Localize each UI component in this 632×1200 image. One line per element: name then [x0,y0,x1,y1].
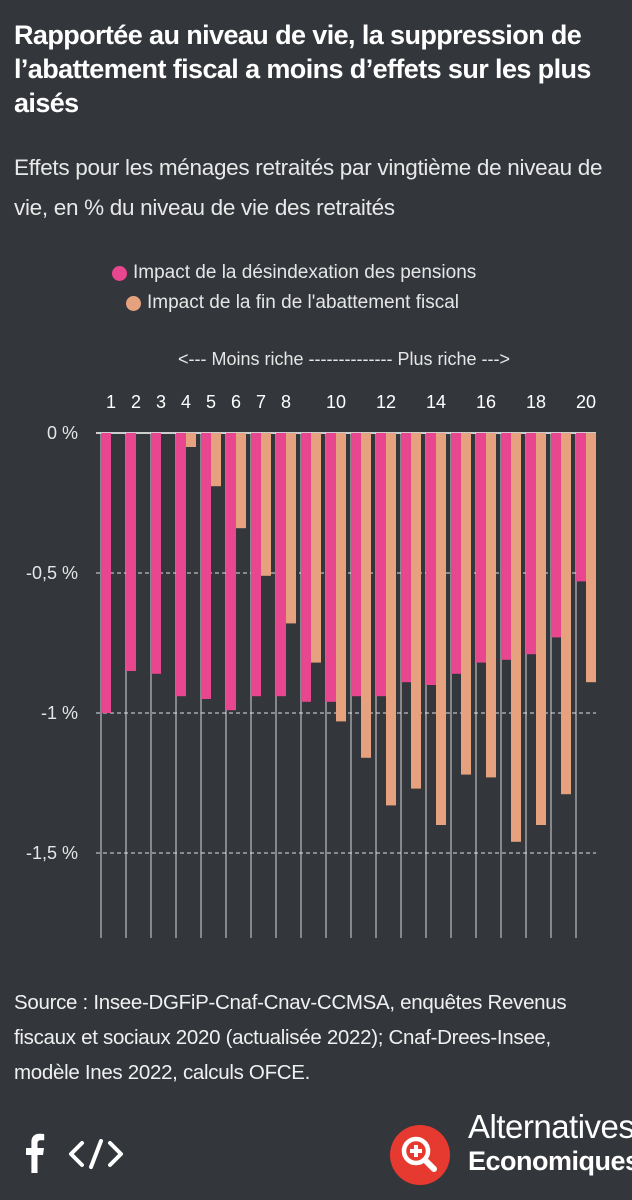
bar-abattement [186,433,196,447]
x-tick-label: 6 [231,392,241,412]
bar-pensions [401,433,411,683]
bar-abattement [336,433,346,722]
legend-item-pensions: Impact de la désindexation des pensions [112,258,476,288]
x-tick-label: 12 [376,392,396,412]
x-tick-label: 3 [156,392,166,412]
x-tick-label: 2 [131,392,141,412]
bar-pensions [326,433,336,702]
bar-abattement [286,433,296,624]
direction-annotation: <--- Moins riche -------------- Plus ric… [178,349,510,369]
y-tick-label: -1 % [41,703,78,723]
chart-subtitle: Effets pour les ménages retraités par vi… [14,155,603,220]
bar-pensions [126,433,136,671]
bar-pensions [101,433,111,713]
logo-circle [390,1125,450,1185]
bar-pensions [576,433,586,582]
x-tick-label: 10 [326,392,346,412]
bar-pensions [376,433,386,697]
legend-label-pensions: Impact de la désindexation des pensions [133,262,477,283]
x-tick-label: 8 [281,392,291,412]
bar-abattement [236,433,246,529]
source-note: Source : Insee-DGFiP-Cnaf-Cnav-CCMSA, en… [14,991,567,1084]
bar-pensions [476,433,486,663]
x-tick-label: 20 [576,392,596,412]
bar-abattement [261,433,271,576]
legend-swatch-pensions [112,265,127,281]
y-tick-label: -1,5 % [26,843,78,863]
bar-abattement [486,433,496,778]
legend-label-abattement: Impact de la fin de l'abattement fiscal [147,292,460,313]
x-tick-label: 1 [106,392,116,412]
y-tick-label: 0 % [47,423,78,443]
x-tick-label: 4 [181,392,191,412]
bar-pensions [501,433,511,660]
bar-abattement [586,433,596,683]
bar-pensions [301,433,311,702]
bar-abattement [361,433,371,758]
x-tick-label: 16 [476,392,496,412]
y-tick-label: -0,5 % [26,563,78,583]
bar-pensions [151,433,161,674]
bar-abattement [511,433,521,842]
bar-abattement [411,433,421,789]
bar-pensions [176,433,186,697]
bar-abattement [536,433,546,825]
x-tick-label: 7 [256,392,266,412]
x-tick-label: 5 [206,392,216,412]
facebook-icon[interactable] [22,1133,46,1173]
bar-pensions [526,433,536,655]
brand-logo[interactable]: Alternatives Economiques [390,1108,632,1190]
bar-pensions [426,433,436,685]
x-tick-label: 18 [526,392,546,412]
bar-pensions [226,433,236,711]
bar-chart: <--- Moins riche -------------- Plus ric… [26,349,596,938]
bar-pensions [201,433,211,699]
chart-title: Rapportée au niveau de vie, la suppressi… [14,20,591,118]
logo-text-line2: Economiques [468,1146,632,1176]
logo-text-line1: Alternatives [468,1108,632,1145]
bar-pensions [251,433,261,697]
bar-pensions [351,433,361,697]
bar-abattement [436,433,446,825]
bar-abattement [211,433,221,487]
search-plus-icon [401,1136,437,1172]
bar-abattement [561,433,571,795]
code-icon[interactable] [68,1138,124,1170]
chart-legend: Impact de la désindexation des pensions … [112,258,476,318]
legend-item-abattement: Impact de la fin de l'abattement fiscal [126,288,476,318]
bar-pensions [276,433,286,697]
bar-abattement [311,433,321,663]
bar-abattement [386,433,396,806]
bar-pensions [551,433,561,638]
x-tick-label: 14 [426,392,446,412]
legend-swatch-abattement [126,295,141,311]
bar-pensions [451,433,461,674]
bar-abattement [461,433,471,775]
